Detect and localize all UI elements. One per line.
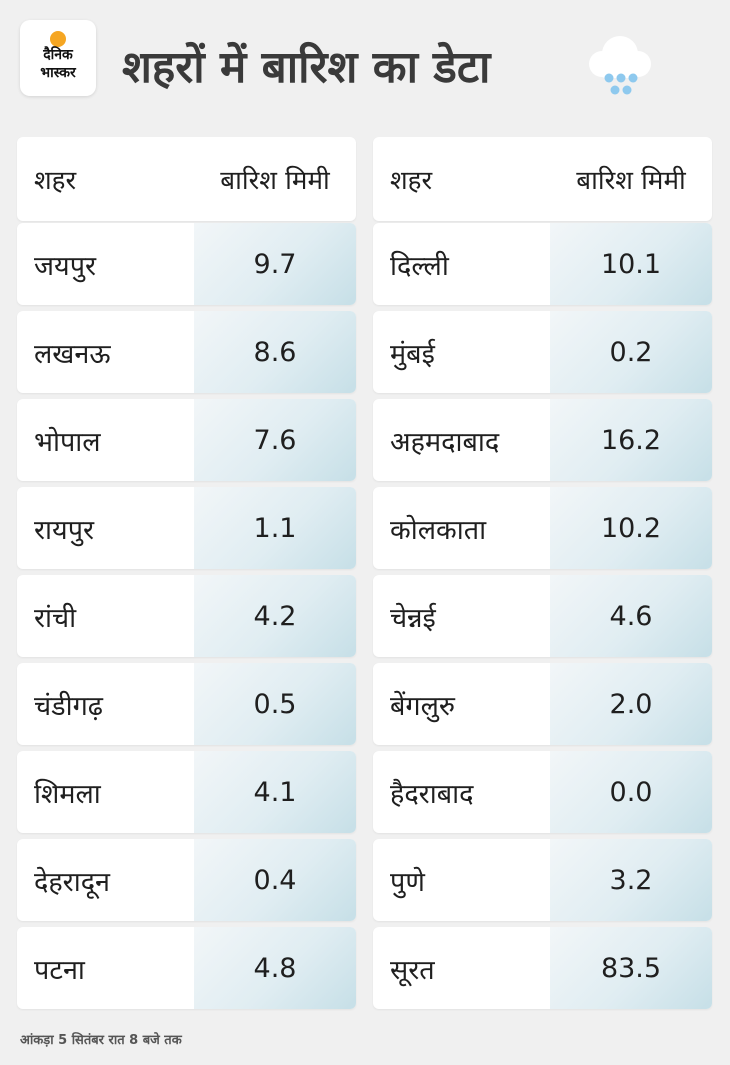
rain-value: 1.1 (194, 487, 356, 569)
city-name: रायपुर (34, 514, 95, 546)
city-name: चंडीगढ़ (34, 690, 103, 722)
city-name: लखनऊ (34, 338, 111, 370)
rain-value: 4.2 (194, 575, 356, 657)
rain-value: 2.0 (550, 663, 712, 745)
rain-value: 0.4 (194, 839, 356, 921)
table-row: बेंगलुरु 2.0 (373, 663, 712, 745)
city-name: बेंगलुरु (390, 690, 456, 722)
table-row: कोलकाता 10.2 (373, 487, 712, 569)
city-name: देहरादून (34, 866, 111, 898)
table-row: शिमला 4.1 (17, 751, 356, 833)
rain-table-right: शहर बारिश मिमी दिल्ली 10.1 मुंबई 0.2 अहमदा… (373, 137, 712, 1015)
rain-value: 8.6 (194, 311, 356, 393)
column-header-rain: बारिश मिमी (576, 166, 686, 196)
logo-text-line2: भास्कर (40, 65, 76, 81)
logo-text-line1: दैनिक (43, 47, 73, 63)
table-row: जयपुर 9.7 (17, 223, 356, 305)
table-row: मुंबई 0.2 (373, 311, 712, 393)
city-name: हैदराबाद (390, 778, 474, 810)
table-row: दिल्ली 10.1 (373, 223, 712, 305)
dainik-bhaskar-logo: दैनिक भास्कर (20, 20, 96, 96)
rain-value: 4.8 (194, 927, 356, 1009)
sun-logo-icon (50, 31, 66, 47)
column-header-city: शहर (390, 166, 433, 196)
rain-value: 9.7 (194, 223, 356, 305)
rain-cloud-icon (589, 36, 651, 95)
table-row: हैदराबाद 0.0 (373, 751, 712, 833)
table-row: रायपुर 1.1 (17, 487, 356, 569)
table-row: चंडीगढ़ 0.5 (17, 663, 356, 745)
table-row: सूरत 83.5 (373, 927, 712, 1009)
footer-note: आंकड़ा 5 सितंबर रात 8 बजे तक (20, 1033, 182, 1048)
city-name: रांची (34, 602, 77, 634)
city-name: अहमदाबाद (390, 426, 500, 458)
city-name: दिल्ली (390, 250, 449, 282)
rain-value: 83.5 (550, 927, 712, 1009)
city-name: जयपुर (34, 250, 97, 282)
table-row: भोपाल 7.6 (17, 399, 356, 481)
rain-value: 0.5 (194, 663, 356, 745)
city-name: पटना (34, 954, 85, 986)
rain-value: 10.1 (550, 223, 712, 305)
city-name: भोपाल (34, 426, 101, 458)
table-row: अहमदाबाद 16.2 (373, 399, 712, 481)
rain-value: 7.6 (194, 399, 356, 481)
table-row: लखनऊ 8.6 (17, 311, 356, 393)
rain-value: 3.2 (550, 839, 712, 921)
page-title: शहरों में बारिश का डेटा (122, 42, 491, 93)
table-header-row: शहर बारिश मिमी (373, 137, 712, 221)
table-row: देहरादून 0.4 (17, 839, 356, 921)
table-row: रांची 4.2 (17, 575, 356, 657)
table-row: चेन्नई 4.6 (373, 575, 712, 657)
header: दैनिक भास्कर शहरों में बारिश का डेटा (0, 0, 730, 120)
city-name: शिमला (34, 778, 101, 810)
column-header-rain: बारिश मिमी (220, 166, 330, 196)
rain-value: 0.0 (550, 751, 712, 833)
city-name: मुंबई (390, 338, 435, 370)
city-name: सूरत (390, 954, 435, 986)
rain-value: 16.2 (550, 399, 712, 481)
city-name: कोलकाता (390, 514, 487, 546)
city-name: चेन्नई (390, 602, 436, 634)
rain-value: 4.6 (550, 575, 712, 657)
rain-value: 0.2 (550, 311, 712, 393)
city-name: पुणे (390, 866, 425, 898)
rain-value: 4.1 (194, 751, 356, 833)
table-row: पुणे 3.2 (373, 839, 712, 921)
rain-value: 10.2 (550, 487, 712, 569)
table-header-row: शहर बारिश मिमी (17, 137, 356, 221)
table-row: पटना 4.8 (17, 927, 356, 1009)
column-header-city: शहर (34, 166, 77, 196)
rain-table-left: शहर बारिश मिमी जयपुर 9.7 लखनऊ 8.6 भोपाल 7.6… (17, 137, 356, 1015)
